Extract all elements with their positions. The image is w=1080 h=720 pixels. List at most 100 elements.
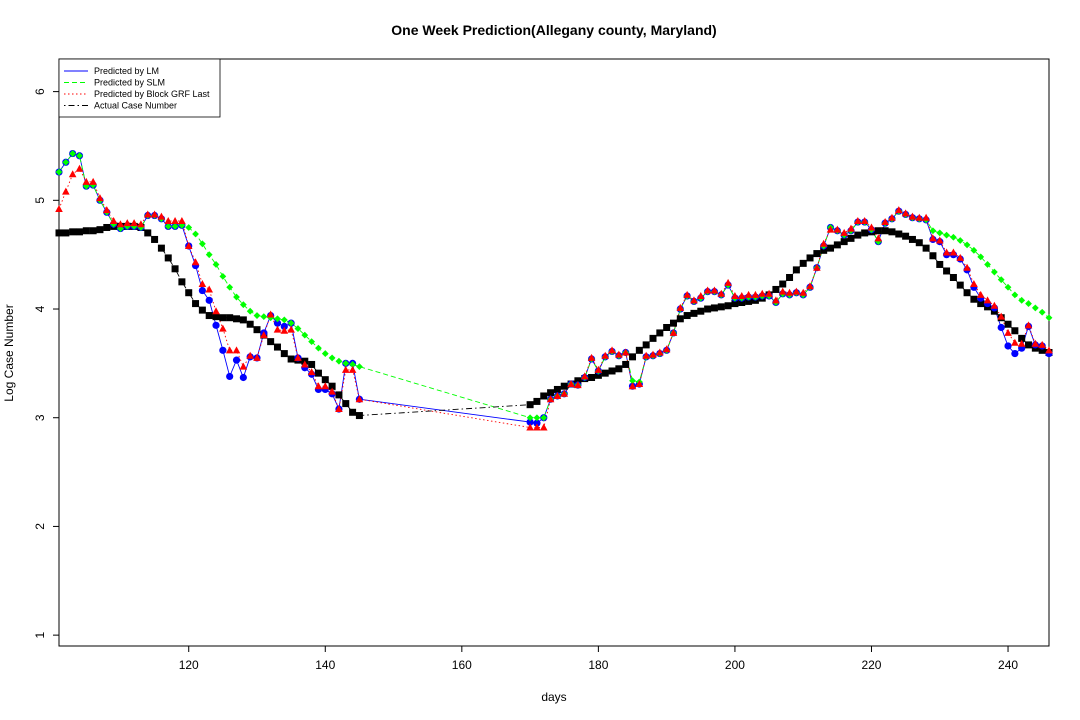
- grf-point: [621, 348, 630, 356]
- actual-point: [335, 391, 343, 399]
- actual-point: [854, 231, 862, 239]
- slm-point: [69, 150, 77, 157]
- actual-point: [349, 408, 357, 416]
- grf-point: [143, 210, 152, 218]
- legend-label: Predicted by Block GRF Last: [94, 89, 210, 99]
- grf-point: [314, 382, 323, 390]
- actual-point: [833, 241, 841, 249]
- grf-point: [198, 280, 207, 288]
- grf-point: [287, 325, 295, 333]
- grf-point: [68, 170, 77, 178]
- actual-point: [164, 254, 172, 262]
- actual-point: [103, 223, 111, 231]
- grf-point: [806, 282, 814, 290]
- grf-point: [935, 236, 944, 244]
- actual-point: [157, 244, 165, 252]
- grf-point: [990, 301, 999, 309]
- actual-point: [75, 228, 83, 236]
- grf-point: [594, 365, 603, 373]
- actual-point: [908, 235, 916, 243]
- slm-point: [540, 414, 548, 422]
- actual-point: [704, 305, 712, 313]
- grf-point: [683, 290, 691, 298]
- grf-point: [901, 209, 910, 217]
- actual-point: [949, 273, 957, 281]
- actual-point: [205, 312, 213, 320]
- lm-point: [1004, 342, 1012, 350]
- actual-point: [280, 350, 288, 358]
- grf-point: [328, 387, 336, 395]
- actual-point: [198, 306, 206, 314]
- grf-point: [949, 248, 958, 256]
- lm-point: [226, 372, 234, 381]
- actual-point: [827, 244, 835, 252]
- actual-point: [922, 244, 930, 252]
- actual-point: [540, 392, 548, 400]
- lm-point: [280, 322, 288, 331]
- slm-point: [192, 230, 199, 238]
- grf-point: [539, 423, 548, 431]
- grf-point: [280, 326, 289, 334]
- x-axis-label: days: [541, 690, 566, 704]
- slm-point: [219, 273, 227, 280]
- x-tick-label: 220: [861, 658, 881, 672]
- grf-point: [867, 223, 876, 231]
- actual-point: [977, 300, 985, 308]
- slm-point: [349, 361, 356, 368]
- grf-point: [847, 224, 855, 232]
- slm-point: [929, 227, 937, 235]
- grf-point: [546, 395, 555, 403]
- actual-point: [287, 355, 295, 363]
- legend-label: Predicted by SLM: [94, 78, 165, 88]
- grf-point: [348, 365, 357, 373]
- actual-point: [308, 360, 316, 368]
- actual-point: [219, 314, 227, 322]
- slm-point: [1018, 296, 1026, 304]
- legend-label: Predicted by LM: [94, 66, 159, 76]
- grf-point: [615, 350, 623, 358]
- grf-point: [553, 391, 562, 399]
- grf-point: [690, 296, 698, 304]
- grf-point: [62, 187, 70, 195]
- lm-point: [212, 321, 220, 329]
- grf-point: [942, 248, 951, 256]
- actual-point: [902, 232, 910, 240]
- grf-point: [737, 291, 746, 299]
- grf-point: [628, 382, 637, 390]
- actual-point: [683, 312, 691, 320]
- grf-point: [266, 310, 275, 318]
- grf-point: [765, 289, 773, 297]
- grf-point: [273, 325, 282, 333]
- actual-point: [874, 227, 882, 235]
- grf-point: [840, 228, 848, 236]
- slm-point: [1038, 308, 1046, 316]
- grf-point: [758, 289, 767, 297]
- actual-point: [629, 353, 637, 361]
- slm-point: [1025, 300, 1032, 307]
- y-tick-label: 6: [33, 88, 47, 95]
- slm-point: [315, 344, 322, 352]
- grf-point: [574, 381, 582, 389]
- chart-title: One Week Prediction(Allegany county, Mar…: [391, 22, 716, 38]
- grf-point: [696, 291, 705, 299]
- actual-point: [246, 320, 254, 328]
- grf-point: [608, 346, 616, 354]
- actual-point: [649, 334, 657, 342]
- grf-point: [656, 348, 664, 356]
- slm-point: [950, 233, 957, 241]
- slm-point: [1045, 314, 1053, 322]
- grf-point: [116, 220, 125, 228]
- actual-point: [212, 313, 220, 321]
- legend-box: [58, 58, 221, 118]
- grf-point: [997, 312, 1006, 320]
- grf-point: [1031, 339, 1040, 347]
- grf-point: [963, 263, 971, 271]
- grf-point: [123, 219, 132, 227]
- grf-point: [225, 346, 234, 354]
- grf-point: [1045, 346, 1053, 354]
- grf-point: [874, 234, 883, 242]
- grf-point: [157, 212, 166, 220]
- slm-point: [239, 301, 247, 309]
- actual-point: [676, 315, 684, 323]
